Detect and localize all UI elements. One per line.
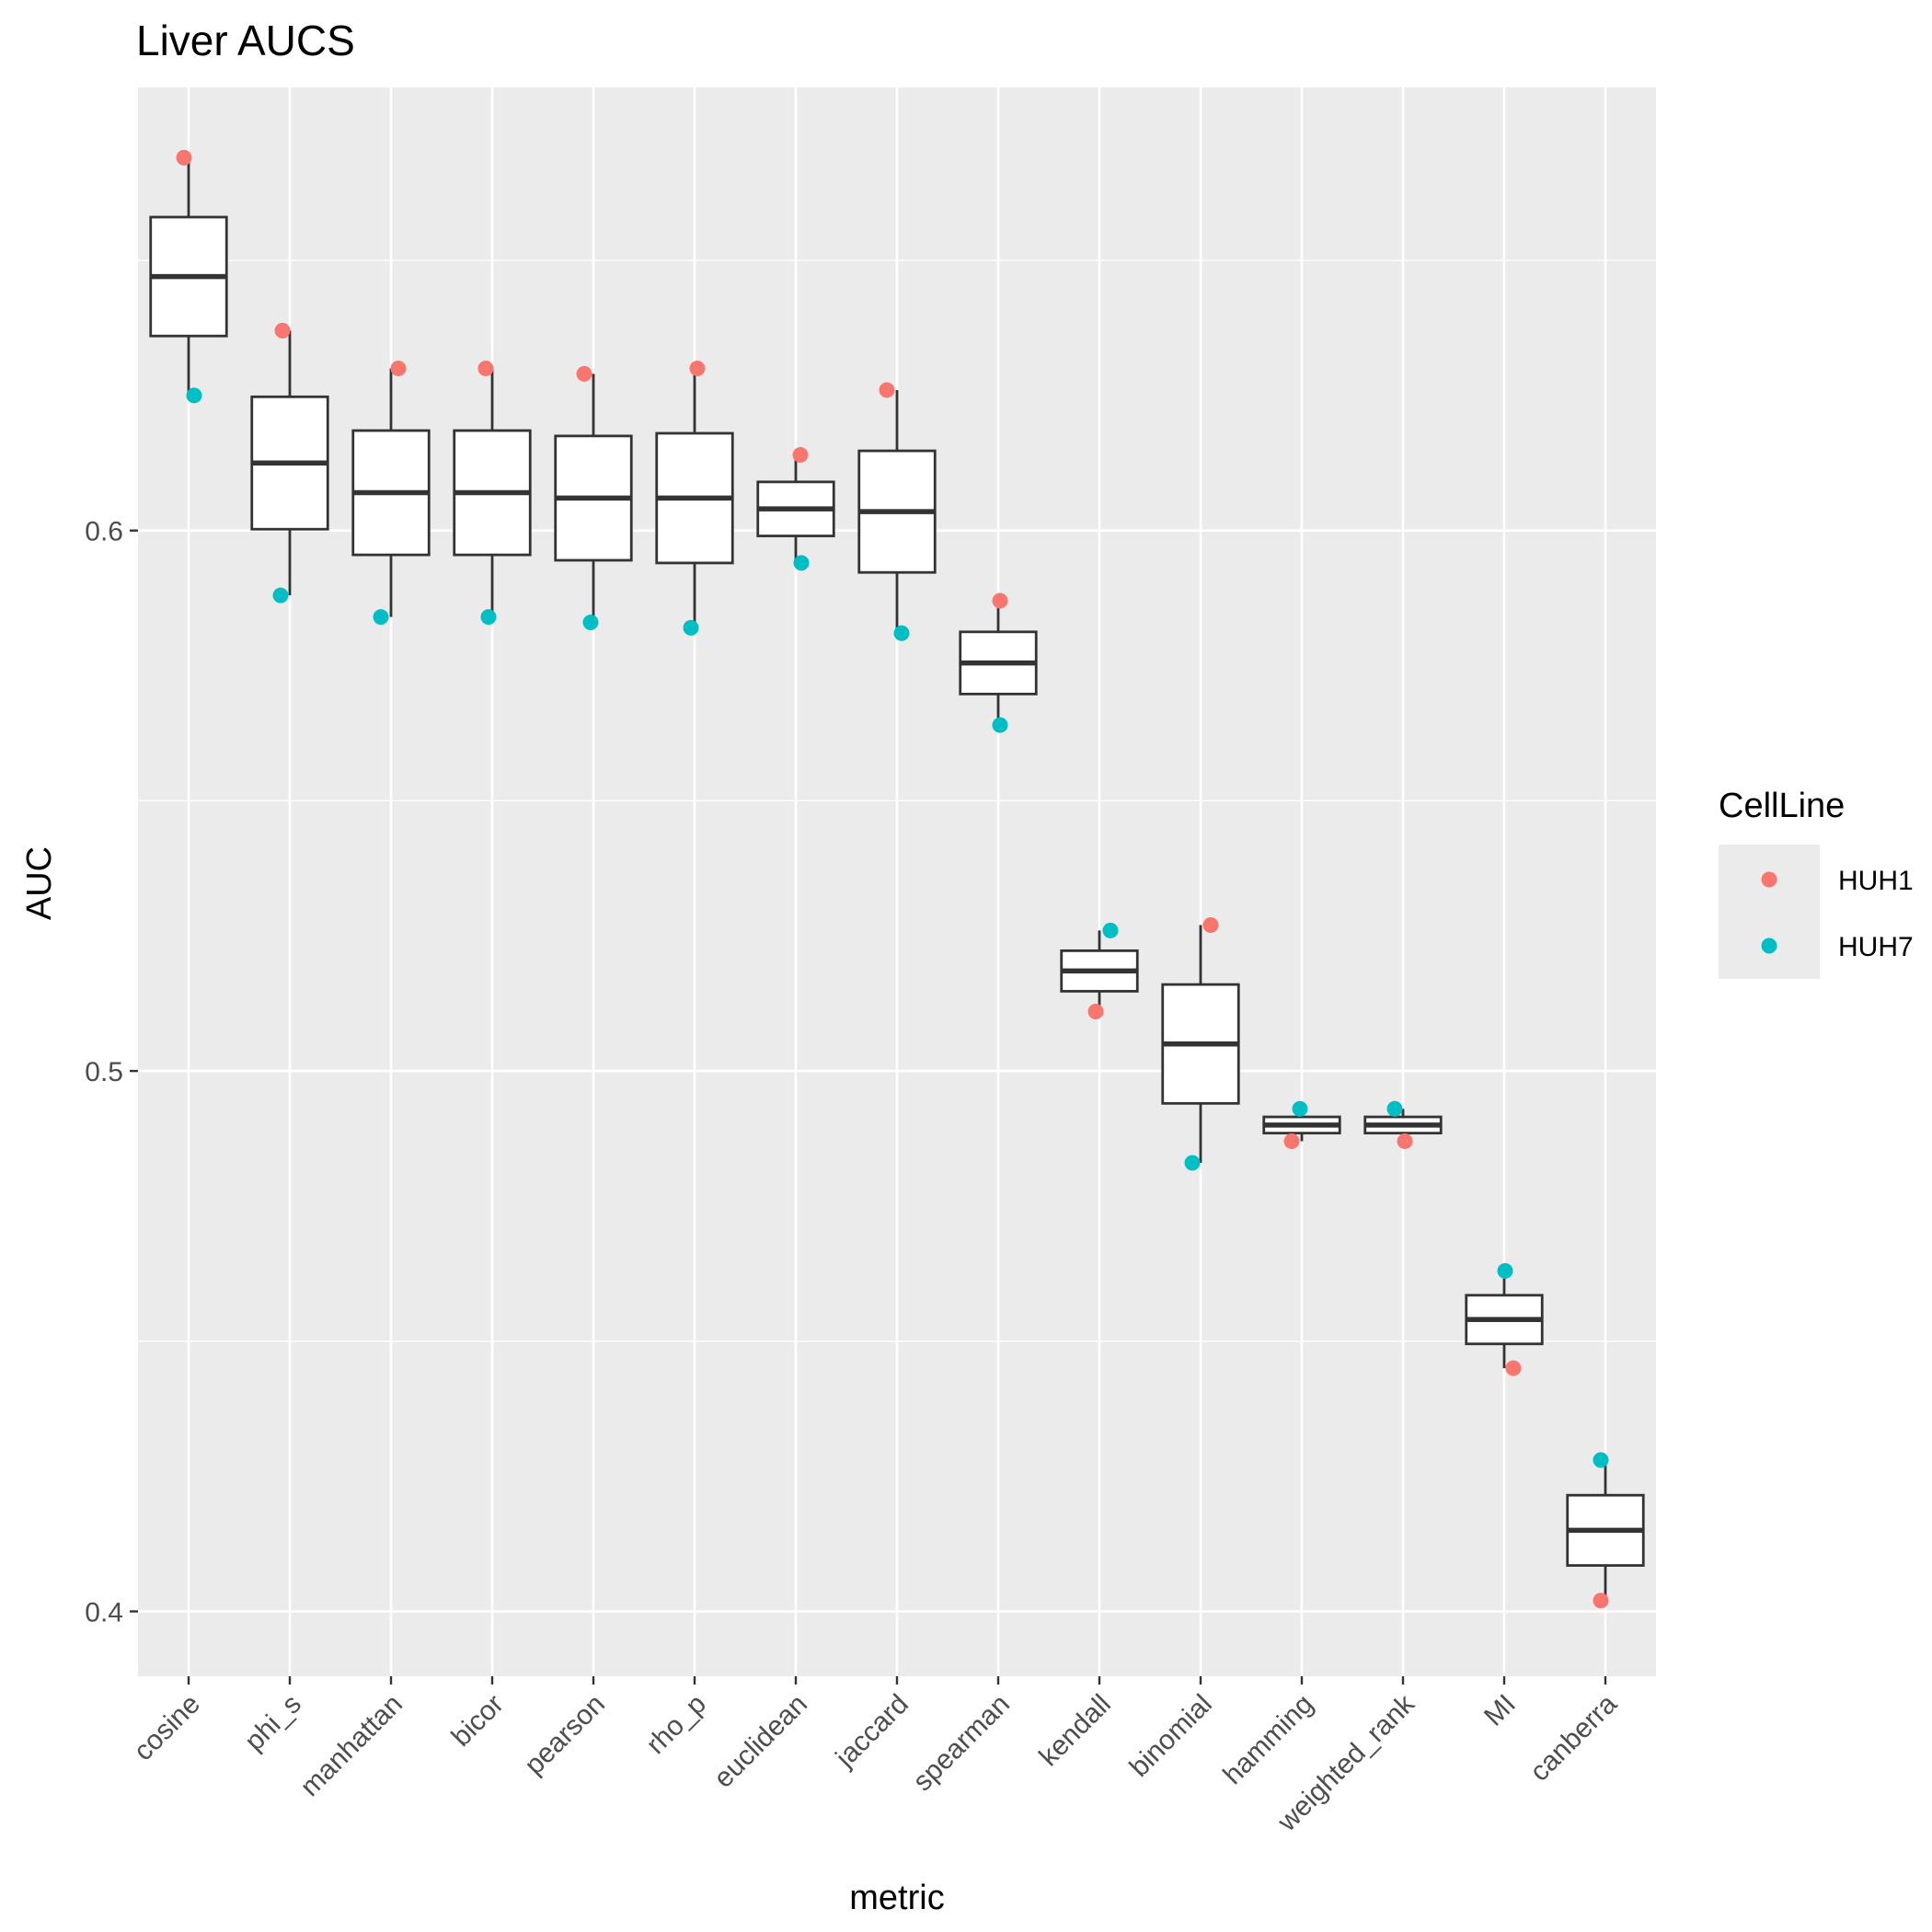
- x-tick-label: rho_p: [640, 1689, 712, 1761]
- point-HUH1-spearman: [992, 592, 1008, 609]
- point-HUH1-pearson: [576, 365, 592, 382]
- box-binomial: [1161, 925, 1240, 1163]
- x-tick-label: phi_s: [239, 1689, 307, 1757]
- point-HUH7-hamming: [1292, 1100, 1308, 1117]
- point-HUH1-rho_p: [689, 360, 706, 376]
- legend-label-HUH1: HUH1: [1838, 866, 1914, 896]
- point-HUH1-kendall: [1087, 1003, 1104, 1019]
- point-HUH1-phi_s: [274, 322, 291, 339]
- x-tick-label: canberra: [1524, 1688, 1623, 1787]
- y-axis: 0.4 0.5 0.6: [85, 517, 138, 1628]
- point-HUH1-hamming: [1283, 1133, 1300, 1149]
- legend: CellLine HUH1 HUH7: [1719, 787, 1914, 979]
- box-cosine: [149, 157, 228, 396]
- x-tick-label: binomial: [1124, 1689, 1218, 1783]
- box-euclidean: [756, 454, 835, 563]
- point-HUH7-pearson: [582, 615, 599, 631]
- point-HUH7-manhattan: [373, 609, 389, 626]
- box-MI: [1465, 1271, 1544, 1369]
- box-kendall: [1060, 930, 1139, 1012]
- point-HUH7-spearman: [992, 717, 1008, 733]
- x-tick-label: hamming: [1217, 1689, 1319, 1791]
- point-HUH7-bicor: [480, 609, 497, 626]
- x-tick-label: pearson: [519, 1689, 611, 1781]
- point-HUH1-cosine: [176, 149, 192, 166]
- legend-label-HUH7: HUH7: [1838, 932, 1914, 962]
- box-canberra: [1566, 1460, 1645, 1601]
- box-jaccard: [857, 389, 937, 634]
- box-rho_p: [655, 368, 734, 628]
- point-HUH7-euclidean: [793, 555, 810, 571]
- x-tick-label: manhattan: [294, 1689, 408, 1803]
- point-HUH7-cosine: [186, 387, 202, 404]
- point-HUH1-jaccard: [879, 382, 895, 398]
- box-pearson: [554, 374, 633, 623]
- y-tick-label: 0.6: [85, 517, 123, 547]
- legend-key-HUH1: [1761, 871, 1777, 888]
- point-HUH7-rho_p: [683, 619, 699, 636]
- point-HUH1-MI: [1505, 1360, 1522, 1376]
- point-HUH7-kendall: [1102, 922, 1119, 938]
- x-tick-label: kendall: [1033, 1689, 1117, 1773]
- legend-key-HUH7: [1761, 937, 1777, 954]
- box-weighted_rank: [1363, 1109, 1443, 1142]
- box-layer: [149, 157, 1645, 1601]
- point-HUH1-manhattan: [390, 360, 407, 376]
- point-HUH1-bicor: [477, 360, 494, 376]
- y-tick-label: 0.4: [85, 1598, 123, 1628]
- point-layer: [176, 149, 1609, 1609]
- x-tick-label: spearman: [907, 1689, 1016, 1798]
- x-axis-label: metric: [849, 1879, 944, 1917]
- box-bicor: [453, 368, 532, 617]
- x-tick-label: cosine: [128, 1689, 206, 1767]
- legend-key-background: [1719, 845, 1820, 979]
- point-HUH1-binomial: [1202, 916, 1219, 933]
- x-tick-label: euclidean: [708, 1689, 813, 1794]
- box-hamming: [1262, 1109, 1341, 1142]
- box-phi_s: [250, 330, 329, 596]
- point-HUH7-canberra: [1593, 1452, 1609, 1468]
- x-tick-label: bicor: [446, 1689, 510, 1753]
- legend-title: CellLine: [1719, 787, 1845, 825]
- point-HUH7-weighted_rank: [1386, 1100, 1403, 1117]
- point-HUH1-canberra: [1593, 1593, 1609, 1609]
- point-HUH7-jaccard: [893, 625, 910, 641]
- y-axis-label: AUC: [20, 846, 59, 920]
- x-tick-label: MI: [1478, 1689, 1522, 1732]
- y-tick-label: 0.5: [85, 1057, 123, 1087]
- x-tick-label: jaccard: [830, 1689, 914, 1774]
- point-HUH7-MI: [1497, 1262, 1513, 1279]
- point-HUH1-euclidean: [792, 446, 809, 463]
- box-spearman: [959, 601, 1038, 726]
- chart-title: Liver AUCS: [136, 17, 355, 64]
- point-HUH7-binomial: [1184, 1155, 1201, 1171]
- point-HUH7-phi_s: [272, 587, 289, 604]
- point-HUH1-weighted_rank: [1397, 1133, 1413, 1149]
- box-manhattan: [351, 368, 431, 617]
